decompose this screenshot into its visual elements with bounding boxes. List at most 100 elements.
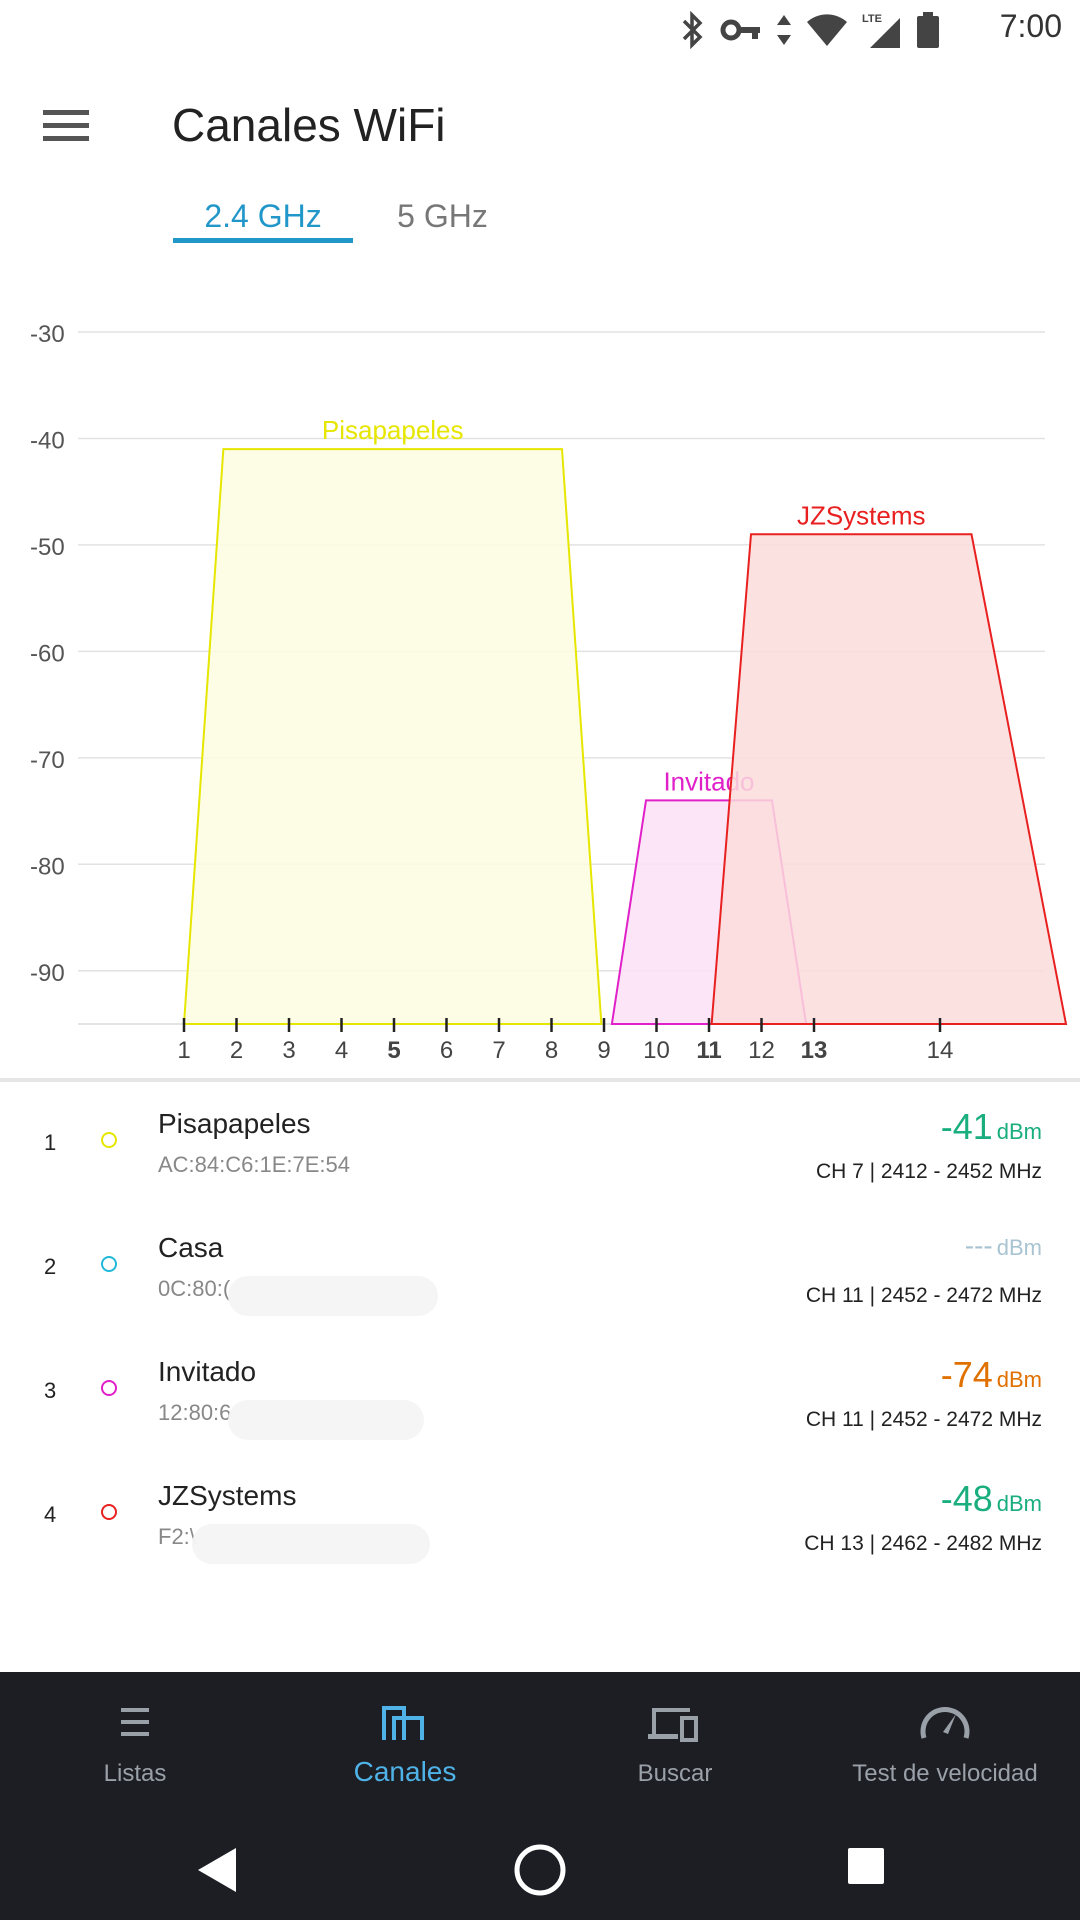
channels-icon (382, 1706, 424, 1740)
network-ssid: Casa (158, 1232, 224, 1263)
row-index: 2 (44, 1254, 57, 1279)
signal-value: --- (964, 1230, 993, 1261)
x-tick-label: 13 (801, 1037, 828, 1064)
y-tick-label: -40 (30, 427, 65, 454)
network-ssid: JZSystems (158, 1480, 297, 1511)
network-ssid: Invitado (158, 1356, 257, 1387)
list-item[interactable]: 3 Invitado 12:80:6 -74 dBm CH 11 | 2452 -… (0, 1330, 1080, 1454)
y-tick-label: -50 (30, 534, 65, 561)
network-color-dot (101, 1380, 117, 1396)
lte-signal-icon: LTE (862, 13, 900, 48)
network-mac: 12:80:6 (158, 1400, 232, 1425)
list-item[interactable]: 1 Pisapapeles AC:84:C6:1E:7E:54 -41 dBm C… (0, 1082, 1080, 1206)
hamburger-menu-icon[interactable] (26, 92, 106, 158)
bottom-nav: Listas Canales Buscar Test de velocidad (0, 1672, 1080, 1820)
network-mac: F2:\ (158, 1524, 196, 1549)
signal-value: -41 (940, 1106, 993, 1147)
app-bar: Canales WiFi (0, 60, 1080, 190)
nav-item-listas[interactable]: Listas (0, 1672, 270, 1820)
x-tick-label: 6 (440, 1037, 453, 1064)
tab-5-ghz[interactable]: 5 GHz (397, 198, 488, 234)
y-tick-label: -90 (30, 960, 65, 987)
x-tick-label: 9 (597, 1037, 610, 1064)
back-icon[interactable] (192, 1842, 248, 1898)
row-index: 1 (44, 1130, 57, 1155)
channel-chart-svg: -30-40-50-60-70-80-90PisapapelesInvitado… (30, 321, 1068, 1064)
signal-unit: dBm (996, 1491, 1042, 1516)
channel-info: CH 11 | 2452 - 2472 MHz (805, 1408, 1042, 1431)
network-ssid: Pisapapeles (158, 1108, 311, 1139)
x-tick-label: 10 (643, 1037, 670, 1064)
x-tick-label: 1 (177, 1037, 190, 1064)
nav-label: Buscar (637, 1760, 713, 1787)
x-tick-label: 2 (230, 1037, 243, 1064)
nav-label: Listas (103, 1760, 167, 1787)
x-tick-label: 12 (748, 1037, 775, 1064)
x-tick-label: 5 (387, 1037, 400, 1064)
signal-value: -74 (940, 1354, 993, 1395)
vpn-key-icon (720, 19, 760, 41)
network-color-dot (101, 1132, 117, 1148)
battery-icon (917, 12, 939, 48)
network-signal: -74 dBm (941, 1354, 1042, 1396)
system-nav-bar (0, 1820, 1080, 1920)
home-icon[interactable] (510, 1842, 570, 1902)
mac-redaction (192, 1524, 430, 1564)
bluetooth-icon (682, 11, 703, 49)
band-tabs: 2.4 GHz 5 GHz (0, 190, 1080, 250)
x-tick-label: 4 (335, 1037, 348, 1064)
nav-label: Test de velocidad (852, 1760, 1038, 1787)
page-title: Canales WiFi (172, 99, 446, 151)
row-index: 3 (44, 1378, 57, 1403)
x-tick-label: 3 (282, 1037, 295, 1064)
series-label: JZSystems (797, 500, 926, 530)
y-tick-label: -80 (30, 853, 65, 880)
series-area-pisapapeles (182, 448, 603, 1025)
y-tick-label: -30 (30, 321, 65, 348)
recents-icon[interactable] (846, 1846, 886, 1886)
x-tick-label: 14 (927, 1037, 954, 1064)
status-time: 7:00 (999, 8, 1062, 44)
chart-divider (0, 1078, 1080, 1082)
channel-info: CH 7 | 2412 - 2452 MHz (815, 1160, 1042, 1183)
network-signal: -48 dBm (941, 1478, 1042, 1520)
signal-unit: dBm (996, 1119, 1042, 1144)
x-tick-label: 7 (492, 1037, 505, 1064)
channel-info: CH 11 | 2452 - 2472 MHz (805, 1284, 1042, 1307)
network-signal: -41 dBm (941, 1106, 1042, 1148)
network-color-dot (101, 1504, 117, 1520)
y-tick-label: -60 (30, 640, 65, 667)
nav-item-buscar[interactable]: Buscar (540, 1672, 810, 1820)
list-icon (121, 1708, 149, 1736)
mac-redaction (228, 1400, 424, 1440)
nav-item-canales[interactable]: Canales (270, 1672, 540, 1820)
network-mac: 0C:80:( (158, 1276, 231, 1301)
channel-chart: -30 -40 -50 -60 -70 -80 -90 Pisapapeles Invitado… (0, 300, 1080, 1080)
series-area-jzsystems (710, 533, 1068, 1025)
x-tick-label: 8 (545, 1037, 558, 1064)
status-bar: LTE 7:00 (0, 0, 1080, 60)
speedometer-icon (920, 1706, 970, 1739)
row-index: 4 (44, 1502, 57, 1527)
list-item[interactable]: 2 Casa 0C:80:( --- dBm CH 11 | 2452 - 247… (0, 1206, 1080, 1330)
data-arrows-icon (777, 15, 791, 45)
tab-indicator (173, 238, 353, 243)
status-icons: LTE (678, 10, 940, 50)
lte-label: LTE (862, 13, 882, 25)
network-color-dot (101, 1256, 117, 1272)
tab-2-4-ghz[interactable]: 2.4 GHz (204, 198, 322, 234)
mac-redaction (228, 1276, 438, 1316)
signal-value: -48 (940, 1478, 993, 1519)
series-label: Pisapapeles (322, 415, 464, 445)
list-item[interactable]: 4 JZSystems F2:\ -48 dBm CH 13 | 2462 - 2… (0, 1454, 1080, 1578)
y-tick-label: -70 (30, 747, 65, 774)
network-signal: --- dBm (965, 1230, 1042, 1262)
network-mac: AC:84:C6:1E:7E:54 (158, 1152, 351, 1177)
signal-unit: dBm (996, 1235, 1042, 1260)
nav-item-test-velocidad[interactable]: Test de velocidad (810, 1672, 1080, 1820)
channel-info: CH 13 | 2462 - 2482 MHz (804, 1532, 1042, 1555)
x-tick-label: 11 (696, 1037, 721, 1064)
nav-label: Canales (353, 1756, 457, 1787)
signal-unit: dBm (996, 1367, 1042, 1392)
devices-icon (648, 1708, 698, 1742)
